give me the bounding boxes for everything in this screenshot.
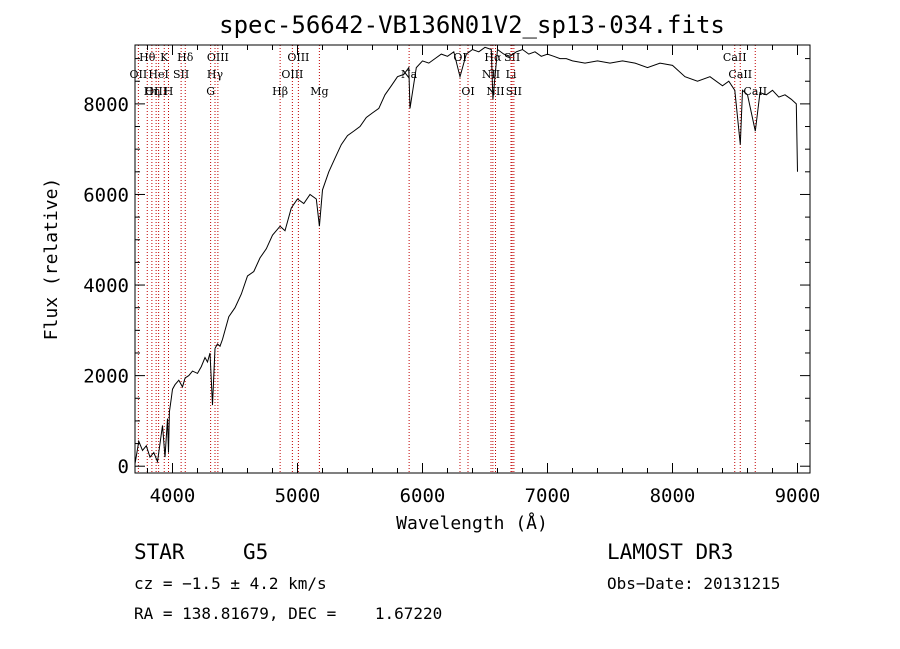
line-label: Hα (484, 51, 502, 64)
line-label: OI (453, 51, 466, 64)
line-label: SII (504, 51, 520, 64)
line-label: H (164, 85, 174, 98)
line-label: OII (130, 68, 148, 81)
line-label: Hβ (272, 85, 288, 98)
line-label: NII (482, 68, 500, 81)
line-label: Li (506, 68, 517, 81)
line-label: Hη (144, 85, 160, 98)
line-label: Hθ (139, 51, 156, 64)
x-tick-label: 5000 (275, 485, 321, 507)
line-label: HeI (148, 68, 168, 81)
line-label: CaII (743, 85, 767, 98)
y-tick-label: 8000 (83, 94, 129, 116)
x-tick-label: 8000 (650, 485, 696, 507)
line-label: OIII (287, 51, 309, 64)
line-label: K (160, 51, 169, 64)
survey-label: LAMOST DR3 (607, 540, 734, 564)
line-label: OIII (281, 68, 303, 81)
coordinates: RA = 138.81679, DEC = 1.67220 (134, 604, 443, 623)
obs-date: Obs−Date: 20131215 (607, 574, 781, 593)
line-label: OIII (207, 51, 229, 64)
x-tick-label: 9000 (775, 485, 821, 507)
y-tick-label: 0 (118, 456, 129, 478)
spectrum-series-line (134, 46, 798, 464)
line-label: Hδ (177, 51, 194, 64)
x-tick-label: 4000 (150, 485, 196, 507)
x-axis: 4000 5000 6000 7000 8000 9000 (147, 45, 821, 507)
y-tick-label: 4000 (83, 275, 129, 297)
line-label: OIII (145, 85, 167, 98)
line-label: CaII (728, 68, 752, 81)
y-tick-label: 2000 (83, 366, 129, 388)
line-label: CaII (723, 51, 747, 64)
y-axis: 0 2000 4000 6000 8000 (83, 58, 810, 478)
line-label: Hγ (207, 68, 224, 81)
x-tick-label: 7000 (525, 485, 571, 507)
line-label: Mg (310, 85, 328, 98)
plot-frame (134, 44, 811, 474)
object-class: STAR (134, 540, 185, 564)
y-tick-label: 6000 (83, 184, 129, 206)
line-label: SII (173, 68, 189, 81)
line-label: OI (461, 85, 474, 98)
redshift-cz: cz = −1.5 ± 4.2 km/s (134, 574, 327, 593)
chart-title: spec-56642-VB136N01V2_sp13-034.fits (219, 11, 725, 39)
x-tick-label: 6000 (400, 485, 446, 507)
line-label: SII (506, 85, 522, 98)
line-label: G (206, 85, 215, 98)
x-axis-title: Wavelength (Å) (396, 512, 548, 534)
object-subclass: G5 (243, 540, 269, 564)
line-label: NII (486, 85, 504, 98)
y-axis-title: Flux (relative) (41, 178, 62, 341)
